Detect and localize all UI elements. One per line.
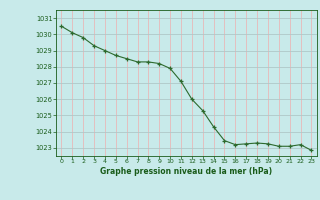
X-axis label: Graphe pression niveau de la mer (hPa): Graphe pression niveau de la mer (hPa) [100, 167, 272, 176]
